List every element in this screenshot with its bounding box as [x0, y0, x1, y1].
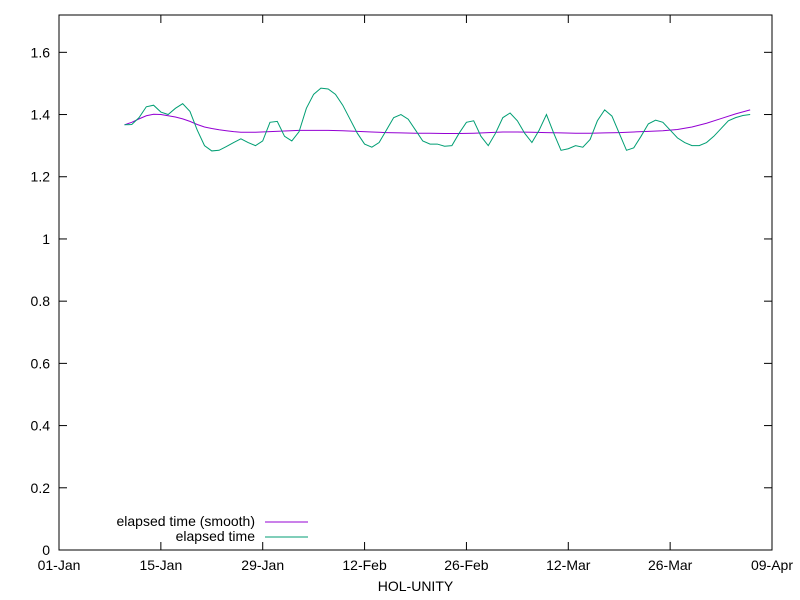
x-tick-label: 12-Mar — [546, 557, 591, 573]
x-axis-ticks: 01-Jan 15-Jan 29-Jan 12-Feb 26-Feb 12-Mar 26-M… — [38, 15, 793, 573]
x-tick-label: 15-Jan — [139, 557, 182, 573]
plot-frame — [58, 14, 773, 551]
y-tick-label: 0.2 — [31, 480, 51, 496]
x-tick-label: 01-Jan — [38, 557, 81, 573]
y-tick-label: 0 — [42, 542, 50, 558]
y-axis-ticks: 0 0.2 0.4 0.6 0.8 1 1.2 1.4 1.6 — [31, 44, 772, 558]
series-line-0 — [124, 109, 751, 135]
plot-area: 0 0.2 0.4 0.6 0.8 1 1.2 1.4 1.6 01-Jan 15-Jan 29-J… — [31, 14, 793, 573]
y-tick-label: 1.4 — [31, 107, 51, 123]
x-axis-label: HOL-UNITY — [378, 578, 454, 594]
x-tick-label: 09-Apr — [751, 557, 793, 573]
y-tick-label: 0.8 — [31, 293, 51, 309]
y-tick-label: 1 — [42, 231, 50, 247]
x-tick-label: 26-Mar — [648, 557, 693, 573]
x-tick-label: 12-Feb — [342, 557, 387, 573]
series-layer — [124, 87, 751, 152]
y-tick-label: 1.6 — [31, 44, 51, 60]
y-tick-label: 0.4 — [31, 418, 51, 434]
y-tick-label: 1.2 — [31, 169, 51, 185]
legend-label-smooth: elapsed time (smooth) — [116, 513, 255, 529]
legend-label-raw: elapsed time — [176, 528, 256, 544]
y-tick-label: 0.6 — [31, 355, 51, 371]
x-tick-label: 29-Jan — [241, 557, 284, 573]
series-line-1 — [124, 87, 751, 152]
x-tick-label: 26-Feb — [444, 557, 489, 573]
legend: elapsed time (smooth) elapsed time — [116, 513, 308, 544]
